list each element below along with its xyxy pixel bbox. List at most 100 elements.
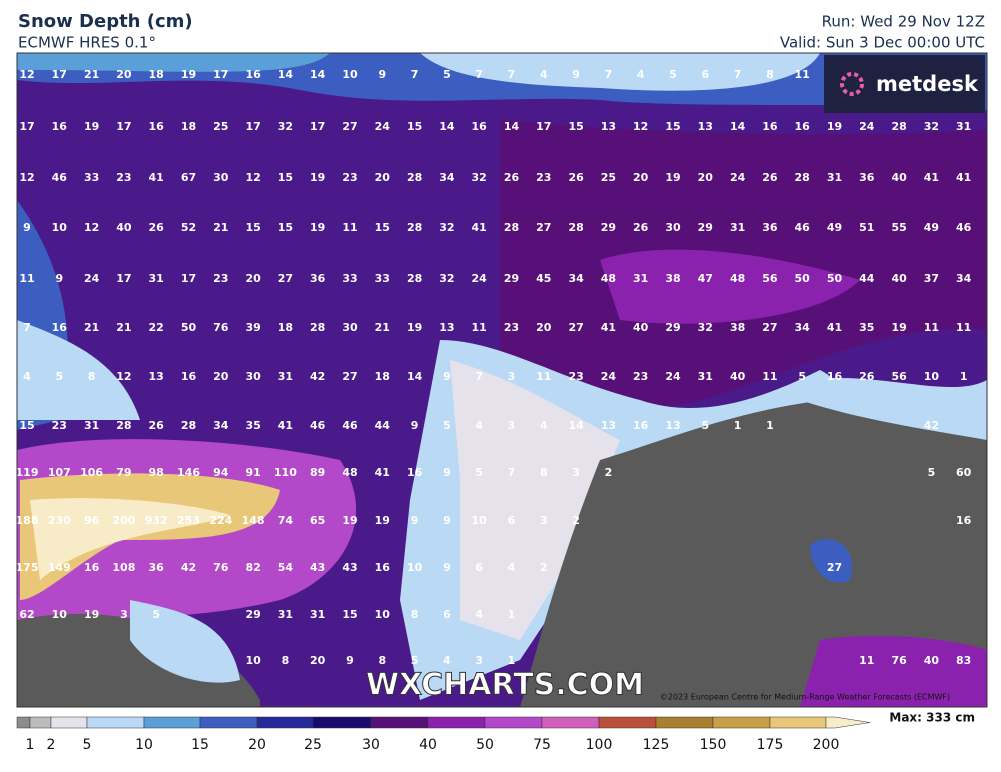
grid-value: 24 <box>730 171 746 184</box>
grid-value: 17 <box>310 120 325 133</box>
grid-value: 41 <box>924 171 939 184</box>
grid-value: 3 <box>475 654 483 667</box>
colorbar-segment <box>712 716 771 729</box>
grid-value: 23 <box>633 370 648 383</box>
grid-value: 16 <box>762 120 778 133</box>
grid-value: 46 <box>956 221 972 234</box>
grid-value: 89 <box>310 466 325 479</box>
grid-value: 51 <box>859 221 874 234</box>
grid-value: 34 <box>568 272 584 285</box>
grid-value: 11 <box>956 321 971 334</box>
grid-value: 23 <box>568 370 583 383</box>
grid-value: 62 <box>19 608 34 621</box>
grid-value: 28 <box>310 321 325 334</box>
grid-value: 28 <box>407 221 422 234</box>
grid-value: 3 <box>508 370 516 383</box>
grid-value: 10 <box>52 221 68 234</box>
colorbar-tick-label: 20 <box>248 737 266 753</box>
grid-value: 18 <box>278 321 293 334</box>
colorbar-tick-label: 50 <box>476 737 494 753</box>
grid-value: 17 <box>213 68 228 81</box>
grid-value: 25 <box>601 171 616 184</box>
grid-value: 34 <box>213 419 229 432</box>
grid-value: 5 <box>152 608 160 621</box>
grid-value: 17 <box>245 120 260 133</box>
grid-value: 17 <box>181 272 196 285</box>
colorbar-tick-label: 75 <box>533 737 551 753</box>
grid-value: 32 <box>278 120 293 133</box>
grid-value: 7 <box>411 68 419 81</box>
grid-value: 36 <box>310 272 326 285</box>
copyright: ©2023 European Centre for Medium-Range W… <box>660 693 950 702</box>
grid-value: 19 <box>891 321 906 334</box>
grid-value: 5 <box>55 370 63 383</box>
grid-value: 19 <box>310 171 325 184</box>
grid-value: 41 <box>149 171 164 184</box>
grid-value: 9 <box>572 68 580 81</box>
grid-value: 1 <box>960 370 968 383</box>
grid-value: 22 <box>149 321 164 334</box>
grid-value: 31 <box>956 120 971 133</box>
grid-value: 175 <box>16 561 39 574</box>
grid-value: 46 <box>795 221 811 234</box>
grid-value: 9 <box>378 68 386 81</box>
grid-value: 19 <box>181 68 196 81</box>
grid-value: 19 <box>375 514 390 527</box>
grid-value: 20 <box>245 272 261 285</box>
grid-value: 34 <box>956 272 972 285</box>
grid-value: 27 <box>568 321 583 334</box>
colorbar-segment <box>598 716 657 729</box>
grid-value: 9 <box>443 370 451 383</box>
grid-value: 30 <box>665 221 681 234</box>
colorbar-segment <box>199 716 258 729</box>
colorbar-tick-label: 5 <box>83 737 92 753</box>
grid-value: 50 <box>795 272 811 285</box>
grid-value: 33 <box>375 272 390 285</box>
grid-value: 119 <box>16 466 39 479</box>
grid-value: 7 <box>475 68 483 81</box>
grid-value: 15 <box>245 221 260 234</box>
grid-value: 19 <box>342 514 357 527</box>
grid-value: 27 <box>278 272 293 285</box>
grid-value: 41 <box>827 321 842 334</box>
grid-value: 13 <box>601 120 616 133</box>
grid-value: 91 <box>245 466 260 479</box>
grid-value: 23 <box>504 321 519 334</box>
grid-value: 8 <box>411 608 419 621</box>
grid-value: 43 <box>342 561 357 574</box>
grid-value: 50 <box>181 321 197 334</box>
grid-value: 9 <box>55 272 63 285</box>
grid-value: 8 <box>378 654 386 667</box>
grid-value: 42 <box>924 419 939 432</box>
grid-value: 16 <box>52 120 68 133</box>
grid-value: 3 <box>540 514 548 527</box>
grid-value: 14 <box>310 68 326 81</box>
grid-value: 16 <box>827 370 843 383</box>
grid-value: 21 <box>375 321 390 334</box>
grid-value: 13 <box>601 419 616 432</box>
colorbar-segment <box>655 716 714 729</box>
grid-value: 8 <box>540 466 548 479</box>
grid-value: 21 <box>84 68 99 81</box>
grid-value: 52 <box>181 221 196 234</box>
grid-value: 3 <box>120 608 128 621</box>
grid-value: 12 <box>84 221 99 234</box>
grid-value: 7 <box>508 466 516 479</box>
grid-value: 16 <box>472 120 488 133</box>
grid-value: 5 <box>798 370 806 383</box>
grid-value: 31 <box>698 370 713 383</box>
grid-value: 28 <box>407 272 422 285</box>
grid-value: 60 <box>956 466 972 479</box>
grid-value: 15 <box>568 120 583 133</box>
grid-value: 18 <box>181 120 196 133</box>
grid-value: 3 <box>572 466 580 479</box>
grid-value: 36 <box>859 171 875 184</box>
run-time: Run: Wed 29 Nov 12Z <box>822 13 985 31</box>
grid-value: 96 <box>84 514 100 527</box>
grid-value: 9 <box>443 466 451 479</box>
grid-value: 16 <box>84 561 100 574</box>
grid-value: 13 <box>665 419 680 432</box>
colorbar-segment <box>312 716 372 729</box>
grid-value: 24 <box>859 120 875 133</box>
